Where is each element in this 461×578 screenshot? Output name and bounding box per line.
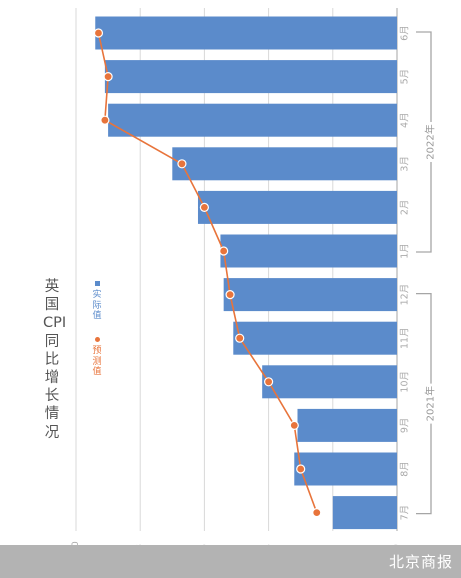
value-tick-label: 8 <box>135 544 145 545</box>
legend-label-actual: 实际值 <box>92 290 102 321</box>
category-tick-label: 9月 <box>400 418 411 434</box>
forecast-point <box>103 71 113 82</box>
forecast-point <box>235 333 245 343</box>
bar <box>233 321 397 355</box>
legend-label-forecast: 预测值 <box>92 346 102 377</box>
legend-square-icon <box>94 281 100 286</box>
chart: 0 2 4 6 8 10 6月 5月 4月 3月 2月 1月 12月 11月 10月 9月 8月 7月 2022年 2… <box>71 8 437 545</box>
category-tick-label: 2月 <box>400 200 411 216</box>
group-label-gap <box>425 383 437 424</box>
value-tick-label: 10 <box>71 541 81 545</box>
forecast-point <box>264 377 274 387</box>
bar <box>172 147 397 181</box>
bar <box>294 452 397 486</box>
group-label-gap <box>425 122 437 162</box>
forecast-point <box>312 507 322 518</box>
footer-brand: 北京商报 <box>388 553 453 571</box>
category-tick-label: 3月 <box>400 156 411 172</box>
category-tick-label: 8月 <box>400 461 411 477</box>
category-tick-label: 10月 <box>400 371 411 393</box>
bar <box>332 496 397 530</box>
category-tick-label: 4月 <box>400 112 411 128</box>
forecast-point <box>219 246 229 256</box>
value-tick-label: 0 <box>392 544 402 545</box>
category-tick-label: 6月 <box>400 25 411 41</box>
category-tick-label: 7月 <box>400 505 411 521</box>
category-tick-label: 11月 <box>400 327 411 349</box>
footer-bar: 北京商报 <box>0 545 461 578</box>
forecast-point <box>199 202 209 212</box>
bar <box>262 365 397 399</box>
bar <box>95 16 397 50</box>
legend-item-forecast: 预测值 <box>91 337 103 378</box>
forecast-point <box>93 28 104 38</box>
forecast-line <box>97 32 318 513</box>
legend-item-actual: 实际值 <box>91 281 103 322</box>
category-tick-label: 12月 <box>400 284 411 306</box>
bar <box>297 408 397 442</box>
value-tick-label: 2 <box>328 544 338 545</box>
forecast-point <box>177 159 187 169</box>
bar <box>197 190 397 224</box>
forecast-point <box>296 464 306 474</box>
bar <box>108 103 397 137</box>
category-tick-label: 1月 <box>400 243 411 259</box>
group-label: 2022年 <box>424 124 437 159</box>
forecast-point <box>100 115 110 125</box>
value-tick-label: 4 <box>264 544 274 545</box>
bar <box>104 60 397 94</box>
forecast-point <box>225 290 235 300</box>
bar <box>223 278 397 312</box>
category-tick-label: 5月 <box>400 69 411 85</box>
value-tick-label: 6 <box>199 544 209 545</box>
forecast-point <box>289 420 299 430</box>
legend-dot-icon <box>94 337 100 342</box>
bar <box>220 234 397 268</box>
group-label: 2021年 <box>424 386 437 421</box>
chart-title: 英国CPI同比增长情况 <box>43 279 67 441</box>
